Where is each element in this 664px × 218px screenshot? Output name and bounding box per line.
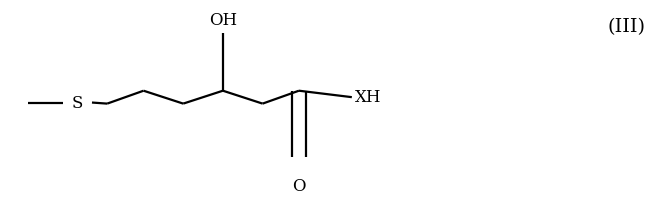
Text: O: O [292, 178, 305, 195]
Text: (III): (III) [608, 18, 645, 36]
Text: S: S [72, 95, 83, 112]
Text: OH: OH [209, 12, 237, 29]
Text: XH: XH [355, 89, 382, 106]
